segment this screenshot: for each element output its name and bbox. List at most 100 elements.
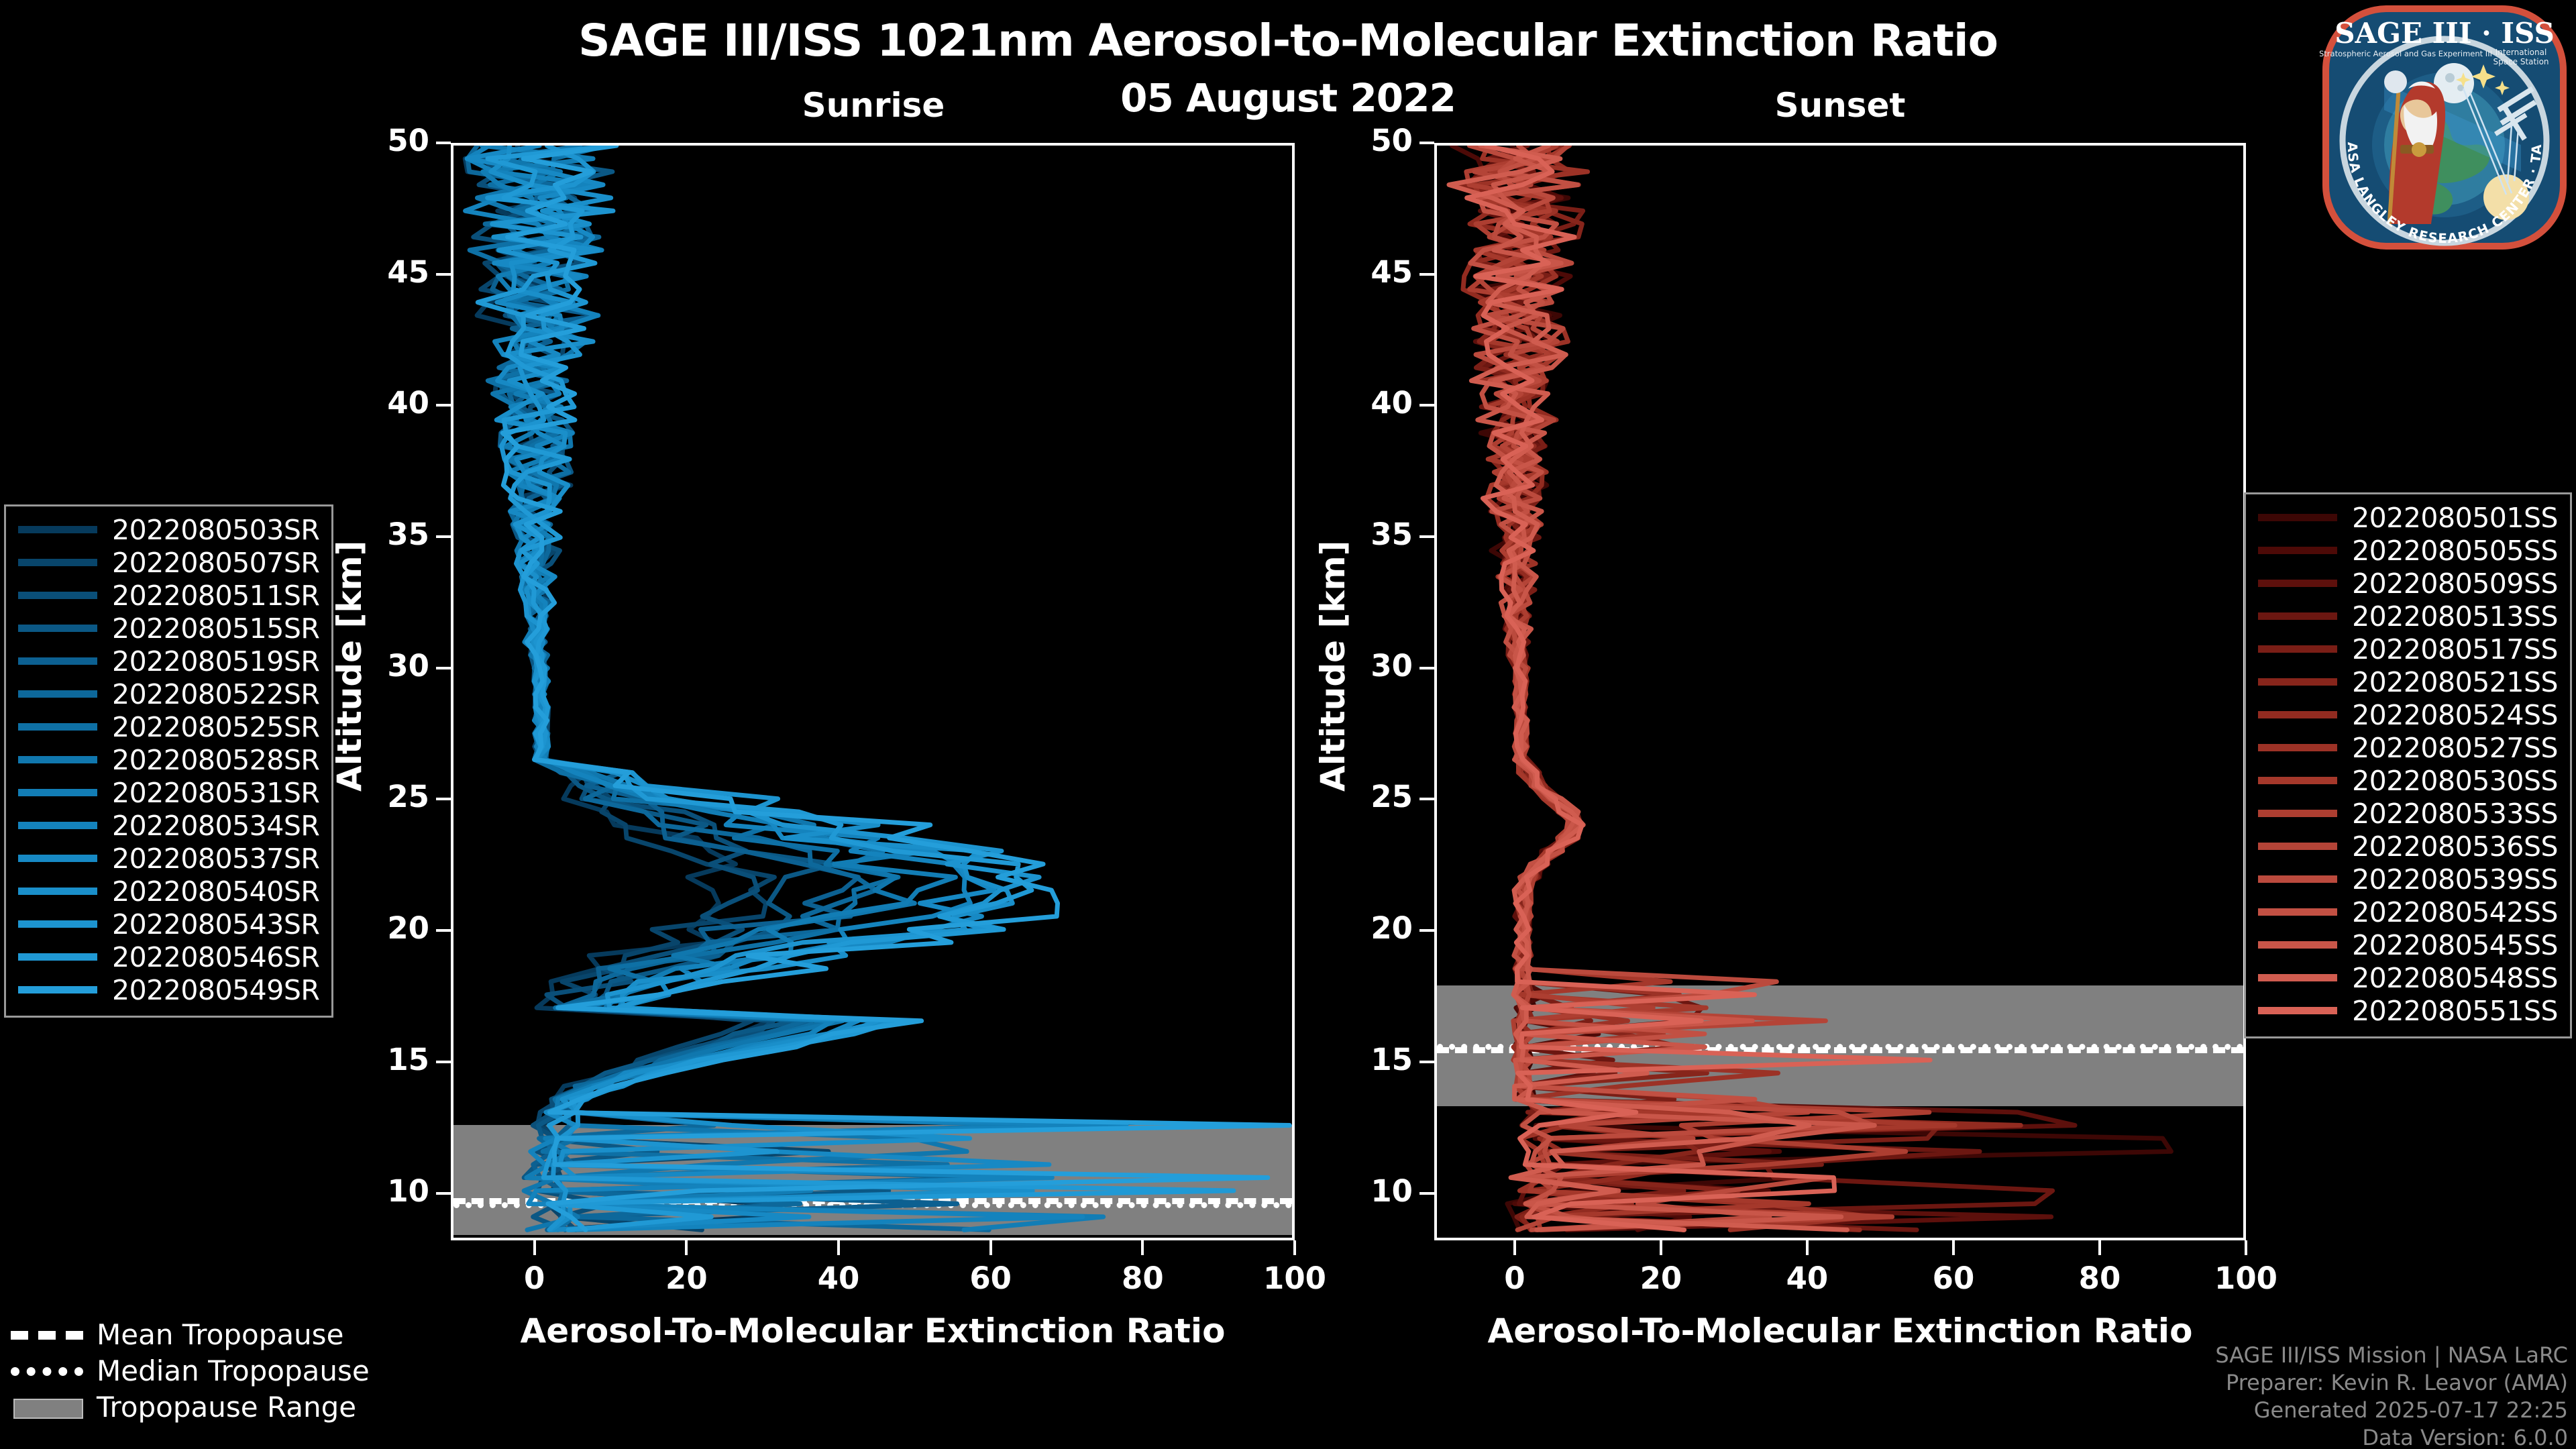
y-tickmark xyxy=(1419,1191,1434,1195)
credit-line-4: Data Version: 6.0.0 xyxy=(2362,1424,2568,1449)
sunrise-legend[interactable]: 2022080503SR 2022080507SR 2022080511SR 2022… xyxy=(4,504,334,1018)
legend-color-swatch xyxy=(18,625,97,632)
legend-item-2022080551SS[interactable]: 2022080551SS xyxy=(2258,994,2558,1027)
legend-item-label: 2022080528SR xyxy=(112,743,320,776)
legend-item-label: 2022080519SR xyxy=(112,645,320,678)
legend-item-label: 2022080503SR xyxy=(112,513,320,546)
x-tick-label: 20 xyxy=(665,1260,708,1296)
legend-color-swatch xyxy=(18,920,97,928)
x-tickmark xyxy=(1293,1240,1296,1255)
legend-color-swatch xyxy=(18,855,97,862)
y-tick-label: 50 xyxy=(387,123,429,158)
y-tick-label: 35 xyxy=(387,517,429,553)
sunset-plot-area xyxy=(1434,143,2246,1240)
sunset-y-axis-label: Altitude [km] xyxy=(1313,540,1352,792)
y-tick-label: 30 xyxy=(1371,647,1413,684)
legend-item-2022080540SR[interactable]: 2022080540SR xyxy=(18,875,320,908)
legend-color-swatch xyxy=(18,789,97,796)
logo-sub-right-2: Space Station xyxy=(2493,57,2548,66)
y-tickmark xyxy=(1419,404,1434,407)
legend-item-2022080509SS[interactable]: 2022080509SS xyxy=(2258,567,2558,600)
tropopause-legend: Mean Tropopause Median Tropopause Tropop… xyxy=(11,1316,370,1425)
legend-item-2022080539SS[interactable]: 2022080539SS xyxy=(2258,863,2558,896)
x-tick-label: 80 xyxy=(2078,1260,2121,1296)
legend-item-label: 2022080521SS xyxy=(2352,665,2558,698)
legend-color-swatch xyxy=(18,657,97,665)
y-tick-label: 15 xyxy=(387,1041,429,1077)
legend-color-swatch xyxy=(2258,843,2338,850)
x-tickmark xyxy=(2245,1240,2247,1255)
legend-color-swatch xyxy=(18,756,97,763)
legend-item-2022080505SS[interactable]: 2022080505SS xyxy=(2258,534,2558,567)
page-title: SAGE III/ISS 1021nm Aerosol-to-Molecular… xyxy=(578,15,1998,66)
right-panel-title: Sunset xyxy=(1774,86,1906,125)
filled-band-icon xyxy=(11,1399,83,1419)
x-tick-label: 60 xyxy=(1932,1260,1975,1296)
x-tick-label: 0 xyxy=(524,1260,545,1296)
mission-patch-svg: SAGE III · ISS Stratospheric Aerosol and… xyxy=(2314,0,2567,250)
legend-item-2022080533SS[interactable]: 2022080533SS xyxy=(2258,797,2558,830)
legend-item-2022080501SS[interactable]: 2022080501SS xyxy=(2258,501,2558,534)
sage-iii-iss-logo: SAGE III · ISS Stratospheric Aerosol and… xyxy=(2314,0,2569,252)
legend-item-2022080525SR[interactable]: 2022080525SR xyxy=(18,710,320,743)
y-tick-label: 20 xyxy=(387,910,429,947)
legend-item-2022080530SS[interactable]: 2022080530SS xyxy=(2258,764,2558,797)
x-tickmark xyxy=(1805,1240,1809,1255)
sunset-legend[interactable]: 2022080501SS 2022080505SS 2022080509SS 2022… xyxy=(2244,492,2572,1038)
legend-color-swatch xyxy=(2258,744,2338,751)
legend-item-2022080527SS[interactable]: 2022080527SS xyxy=(2258,731,2558,764)
legend-item-2022080549SR[interactable]: 2022080549SR xyxy=(18,973,320,1006)
legend-color-swatch xyxy=(2258,810,2338,817)
legend-item-label: 2022080527SS xyxy=(2352,731,2558,764)
legend-item-2022080534SR[interactable]: 2022080534SR xyxy=(18,809,320,842)
legend-item-2022080511SR[interactable]: 2022080511SR xyxy=(18,579,320,612)
legend-item-2022080531SR[interactable]: 2022080531SR xyxy=(18,776,320,809)
legend-item-2022080537SR[interactable]: 2022080537SR xyxy=(18,842,320,875)
legend-color-swatch xyxy=(2258,875,2338,883)
profile-line xyxy=(1464,146,1933,1232)
logo-sub-right-1: International xyxy=(2496,48,2547,57)
legend-item-2022080528SR[interactable]: 2022080528SR xyxy=(18,743,320,776)
legend-color-swatch xyxy=(2258,777,2338,784)
legend-item-label: 2022080533SS xyxy=(2352,797,2558,830)
legend-item-2022080546SR[interactable]: 2022080546SR xyxy=(18,941,320,973)
profile-line xyxy=(1468,146,1758,1232)
legend-item-2022080515SR[interactable]: 2022080515SR xyxy=(18,612,320,645)
mean-tropopause-label: Mean Tropopause xyxy=(97,1318,344,1351)
legend-item-label: 2022080507SR xyxy=(112,546,320,579)
x-tick-label: 80 xyxy=(1122,1260,1164,1296)
legend-item-2022080507SR[interactable]: 2022080507SR xyxy=(18,546,320,579)
legend-item-2022080519SR[interactable]: 2022080519SR xyxy=(18,645,320,678)
legend-item-2022080503SR[interactable]: 2022080503SR xyxy=(18,513,320,546)
legend-item-2022080548SS[interactable]: 2022080548SS xyxy=(2258,961,2558,994)
profile-line xyxy=(500,146,1292,1232)
x-tickmark xyxy=(533,1240,536,1255)
credit-line-1: SAGE III/ISS Mission | NASA LaRC xyxy=(2215,1342,2568,1368)
legend-item-2022080536SS[interactable]: 2022080536SS xyxy=(2258,830,2558,863)
legend-row-median-tropopause: Median Tropopause xyxy=(11,1352,370,1389)
legend-color-swatch xyxy=(2258,645,2338,653)
legend-item-2022080521SS[interactable]: 2022080521SS xyxy=(2258,665,2558,698)
y-tick-label: 15 xyxy=(1371,1041,1413,1077)
legend-item-2022080524SS[interactable]: 2022080524SS xyxy=(2258,698,2558,731)
y-tickmark xyxy=(436,272,451,276)
legend-item-label: 2022080536SS xyxy=(2352,830,2558,863)
y-tick-label: 20 xyxy=(1371,910,1413,947)
x-tick-label: 40 xyxy=(1786,1260,1829,1296)
date-subtitle: 05 August 2022 xyxy=(1120,75,1456,121)
x-tickmark xyxy=(685,1240,688,1255)
legend-item-2022080517SS[interactable]: 2022080517SS xyxy=(2258,633,2558,665)
logo-sub-left: Stratospheric Aerosol and Gas Experiment… xyxy=(2320,49,2492,58)
x-tickmark xyxy=(1659,1240,1662,1255)
legend-item-2022080543SR[interactable]: 2022080543SR xyxy=(18,908,320,941)
dashed-line-icon xyxy=(11,1326,83,1342)
legend-item-2022080522SR[interactable]: 2022080522SR xyxy=(18,678,320,710)
legend-item-2022080513SS[interactable]: 2022080513SS xyxy=(2258,600,2558,633)
legend-item-label: 2022080513SS xyxy=(2352,600,2558,633)
y-tickmark xyxy=(436,535,451,539)
legend-item-2022080545SS[interactable]: 2022080545SS xyxy=(2258,928,2558,961)
legend-color-swatch xyxy=(2258,678,2338,686)
sunset-median-tropopause xyxy=(1437,1043,2243,1050)
legend-row-mean-tropopause: Mean Tropopause xyxy=(11,1316,370,1352)
legend-item-2022080542SS[interactable]: 2022080542SS xyxy=(2258,896,2558,928)
